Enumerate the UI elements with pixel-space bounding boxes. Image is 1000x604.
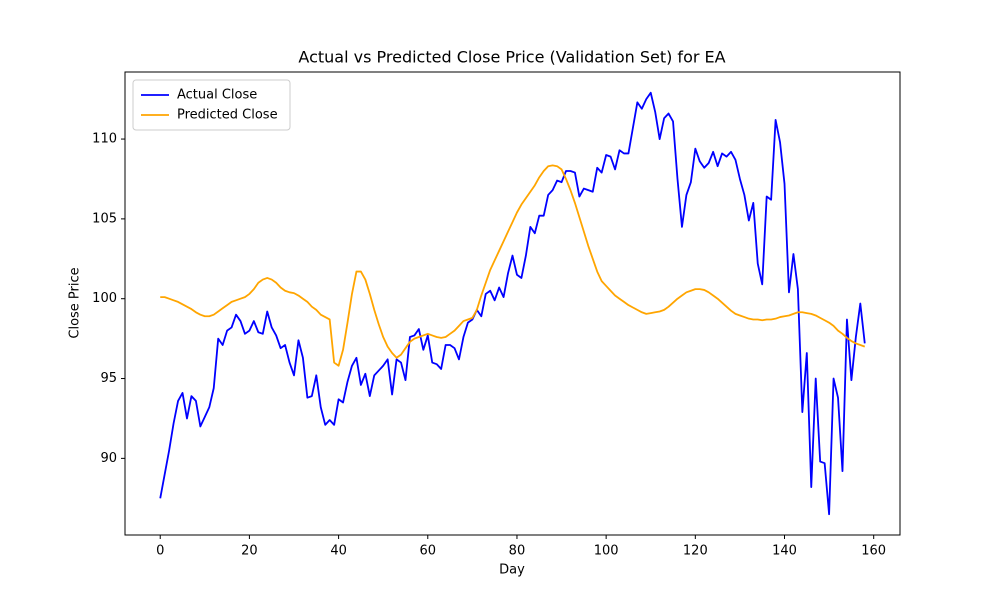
legend-label: Actual Close xyxy=(177,88,257,103)
legend-box xyxy=(132,79,291,131)
x-tick-label: 20 xyxy=(241,544,258,559)
series-line xyxy=(160,164,866,367)
y-axis-label: Close Price xyxy=(68,267,83,338)
y-tick-label: 110 xyxy=(92,132,117,147)
y-tick-label: 90 xyxy=(100,451,117,466)
x-tick-label: 100 xyxy=(594,544,619,559)
x-tick-label: 160 xyxy=(861,544,886,559)
x-tick-label: 60 xyxy=(420,544,437,559)
x-tick-label: 120 xyxy=(683,544,708,559)
x-tick-label: 40 xyxy=(330,544,347,559)
legend-label: Predicted Close xyxy=(177,108,278,123)
y-tick-label: 100 xyxy=(92,291,117,306)
x-tick-label: 0 xyxy=(156,544,164,559)
series-line xyxy=(159,91,866,516)
x-axis-label: Day xyxy=(499,563,525,578)
y-tick-label: 105 xyxy=(92,211,117,226)
y-tick-label: 95 xyxy=(100,371,117,386)
plot-frame xyxy=(124,71,901,536)
x-tick-label: 80 xyxy=(509,544,526,559)
chart-title: Actual vs Predicted Close Price (Validat… xyxy=(298,48,725,67)
x-tick-label: 140 xyxy=(772,544,797,559)
